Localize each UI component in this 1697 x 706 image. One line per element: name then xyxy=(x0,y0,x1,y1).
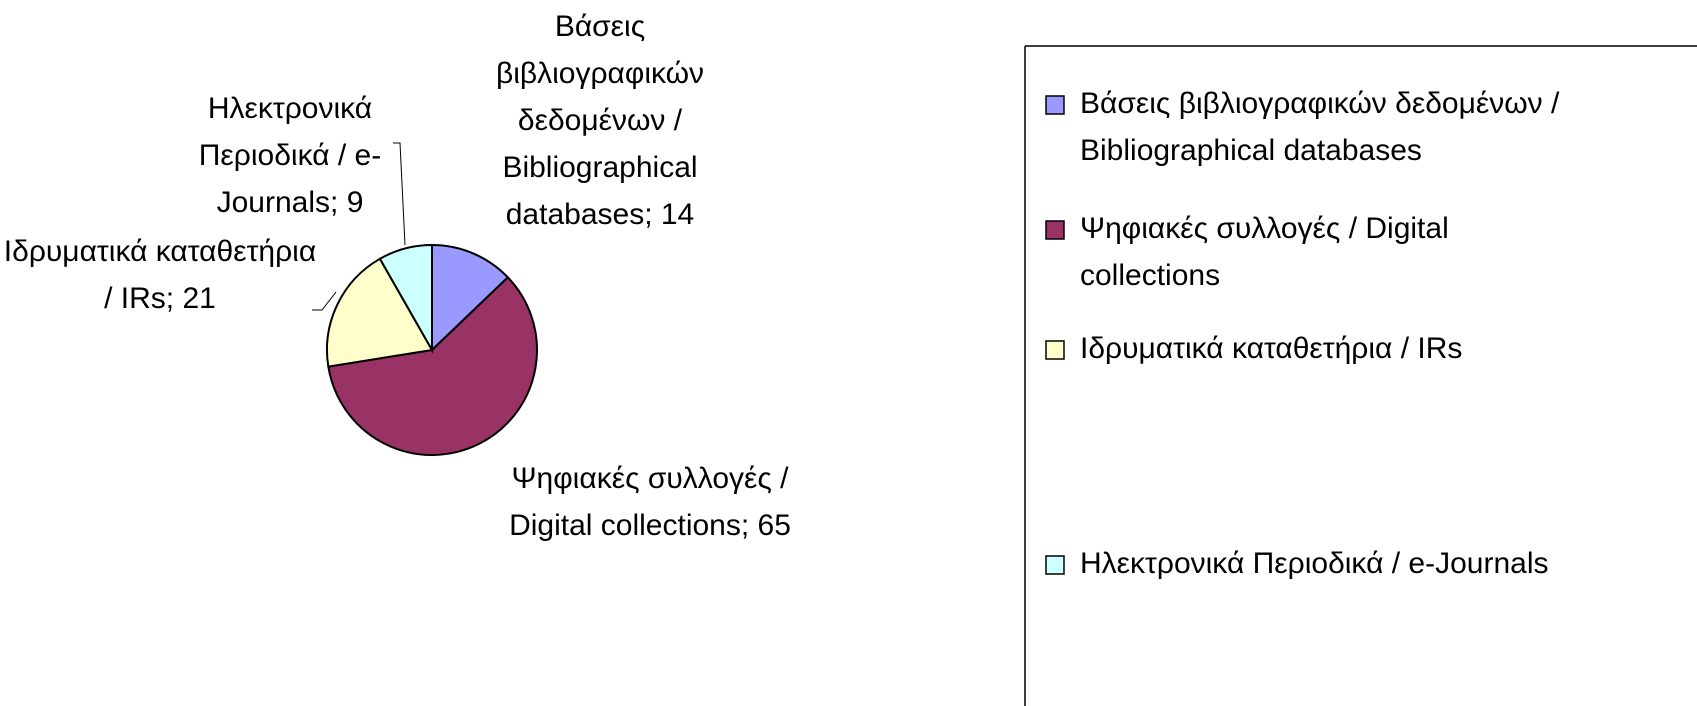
legend-label: Βάσεις βιβλιογραφικών δεδομένων / Bibliog… xyxy=(1080,87,1560,167)
legend-label-line: Bibliographical databases xyxy=(1080,134,1422,167)
legend-label: Ηλεκτρονικά Περιοδικά / e-Journals xyxy=(1080,547,1549,580)
data-label: Βάσεις βιβλιογραφικών δεδομένων / Bibliogra… xyxy=(496,10,704,231)
legend-label: Ιδρυματικά καταθετήρια / IRs xyxy=(1080,332,1462,365)
leader-line xyxy=(312,291,337,311)
pie-slice xyxy=(327,275,538,456)
legend-label-line: Βάσεις βιβλιογραφικών δεδομένων / xyxy=(1080,87,1560,120)
data-label-line: Journals; 9 xyxy=(217,186,364,219)
data-label-line: Ηλεκτρονικά xyxy=(208,92,372,125)
data-label-line: βιβλιογραφικών xyxy=(496,57,704,90)
data-label-line: Ψηφιακές συλλογές / xyxy=(511,462,789,495)
legend-swatch xyxy=(1045,220,1065,240)
legend-label-line: Ηλεκτρονικά Περιοδικά / e-Journals xyxy=(1080,547,1549,580)
data-label-line: Περιοδικά / e- xyxy=(199,139,381,172)
pie-slice xyxy=(431,243,510,353)
legend-label-line: Ιδρυματικά καταθετήρια / IRs xyxy=(1080,332,1462,365)
data-label-line: δεδομένων / xyxy=(518,104,683,137)
legend-label: Ψηφιακές συλλογές / Digital collections xyxy=(1080,212,1449,292)
data-label-line: databases; 14 xyxy=(506,198,694,231)
data-label-line: Βάσεις xyxy=(555,10,645,43)
data-label: Ψηφιακές συλλογές / Digital collections; … xyxy=(509,462,791,542)
data-label-line: Ιδρυματικά καταθετήρια xyxy=(4,235,316,268)
legend-swatch xyxy=(1045,555,1065,575)
legend-label-line: collections xyxy=(1080,259,1220,292)
leader-line xyxy=(393,142,406,246)
legend-label-line: Ψηφιακές συλλογές / Digital xyxy=(1080,212,1449,245)
data-label: Ηλεκτρονικά Περιοδικά / e- Journals; 9 xyxy=(199,92,381,219)
pie-slice xyxy=(378,243,433,354)
legend-swatch xyxy=(1045,95,1065,115)
legend-swatch xyxy=(1045,340,1065,360)
data-label-line: / IRs; 21 xyxy=(104,282,216,315)
data-label: Ιδρυματικά καταθετήρια / IRs; 21 xyxy=(4,235,316,315)
data-label-line: Digital collections; 65 xyxy=(509,509,791,542)
pie-slice xyxy=(326,257,434,368)
data-label-line: Bibliographical xyxy=(502,151,697,184)
